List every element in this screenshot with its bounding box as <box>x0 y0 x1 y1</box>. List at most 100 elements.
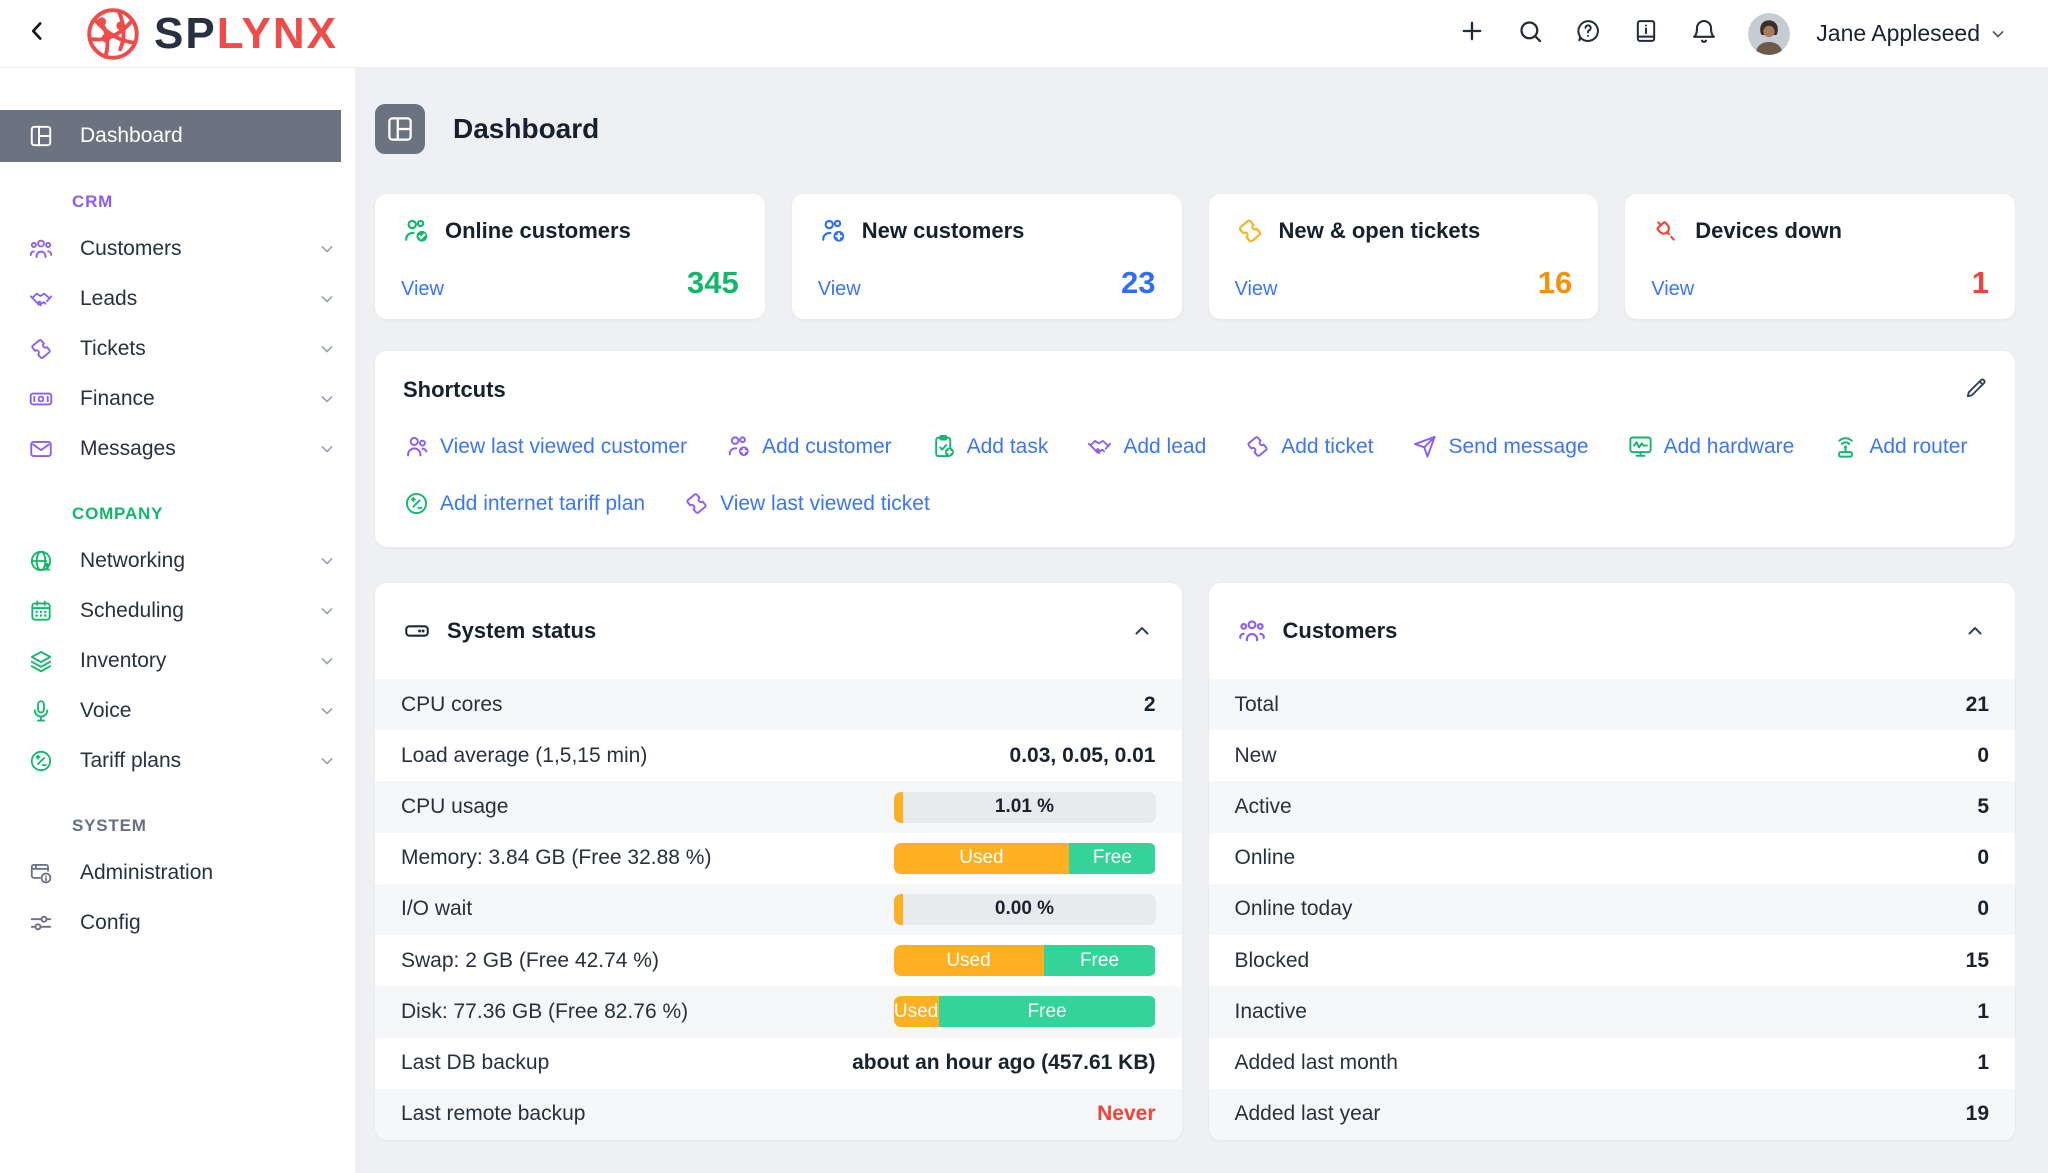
page-header: Dashboard <box>375 104 2015 154</box>
bar-free-segment: Free <box>1043 945 1156 977</box>
bar-used-segment: Used <box>893 842 1070 874</box>
sidebar-item-config[interactable]: Config <box>0 898 355 948</box>
percent-circle-icon <box>27 748 55 774</box>
system-status-row: Load average (1,5,15 min) 0.03, 0.05, 0.0… <box>375 730 1182 781</box>
sidebar-item-networking[interactable]: Networking <box>0 536 355 586</box>
avatar[interactable] <box>1748 12 1791 55</box>
system-status-panel: System status CPU cores 2 Load average (1,… <box>375 583 1182 1140</box>
row-label: Last DB backup <box>401 1051 550 1075</box>
shortcuts-row: Add internet tariff plan View last viewed… <box>403 490 1987 517</box>
customers-row: Inactive 1 <box>1208 986 2015 1038</box>
chip-icon <box>403 617 431 645</box>
row-value: 1 <box>1977 1051 1989 1075</box>
shortcut-view-last-viewed-customer[interactable]: View last viewed customer <box>403 433 687 460</box>
chevron-down-icon <box>317 439 337 459</box>
chevron-left-icon <box>22 16 52 51</box>
stat-card-title: Devices down <box>1695 218 1842 243</box>
sliders-icon <box>27 910 55 936</box>
sidebar-section-system: SYSTEM <box>72 816 147 835</box>
system-status-row: I/O wait 0.00 % <box>375 883 1182 936</box>
sidebar-item-voice[interactable]: Voice <box>0 686 355 736</box>
shortcut-label: Add internet tariff plan <box>440 491 646 515</box>
help-button[interactable] <box>1566 12 1610 56</box>
shortcut-send-message[interactable]: Send message <box>1411 433 1589 460</box>
users-icon <box>1237 616 1267 646</box>
search-button[interactable] <box>1508 12 1552 56</box>
sidebar-item-inventory[interactable]: Inventory <box>0 636 355 686</box>
sidebar-item-messages[interactable]: Messages <box>0 424 355 474</box>
row-label: New <box>1234 743 1277 767</box>
used-free-bar: Used Free <box>893 996 1156 1028</box>
collapse-button[interactable] <box>1963 619 1987 643</box>
users-icon <box>27 236 55 262</box>
chevron-down-icon <box>317 601 337 621</box>
sidebar-item-administration[interactable]: Administration <box>0 848 355 898</box>
shortcut-add-hardware[interactable]: Add hardware <box>1627 433 1794 460</box>
notifications-button[interactable] <box>1682 12 1726 56</box>
stat-card-title: New customers <box>861 218 1025 243</box>
bar-used-segment: Used <box>893 996 939 1028</box>
shortcut-add-ticket[interactable]: Add ticket <box>1244 433 1373 460</box>
row-value: 5 <box>1977 795 1989 819</box>
add-button[interactable] <box>1450 12 1494 56</box>
monitor-pulse-icon <box>1627 433 1654 460</box>
row-label: CPU cores <box>401 692 503 716</box>
row-value: Never <box>1097 1102 1156 1126</box>
sidebar-item-label: Scheduling <box>80 599 184 622</box>
stat-card-header: New & open tickets <box>1235 216 1573 246</box>
row-label: Swap: 2 GB (Free 42.74 %) <box>401 948 659 972</box>
sidebar-item-leads[interactable]: Leads <box>0 274 355 324</box>
stat-card-devices-down: Devices down View 1 <box>1625 194 2015 319</box>
plus-icon <box>1458 17 1486 50</box>
view-link[interactable]: View <box>1651 278 1695 300</box>
user-check-badge-icon <box>401 216 431 246</box>
shortcut-label: Add task <box>966 434 1049 458</box>
view-link[interactable]: View <box>401 278 444 300</box>
brand-logo[interactable]: SPLYNX <box>82 3 338 65</box>
shortcut-add-internet-tariff-plan[interactable]: Add internet tariff plan <box>403 490 645 517</box>
sidebar-section-company: COMPANY <box>72 504 164 523</box>
row-label: Added last year <box>1234 1102 1381 1126</box>
row-value: 21 <box>1965 692 1989 716</box>
back-button[interactable] <box>14 11 60 57</box>
manual-button[interactable] <box>1624 12 1668 56</box>
admin-card-icon <box>27 860 55 886</box>
shortcut-add-task[interactable]: Add task <box>930 433 1049 460</box>
row-value: about an hour ago (457.61 KB) <box>852 1051 1156 1075</box>
sidebar-item-finance[interactable]: Finance <box>0 374 355 424</box>
customers-row: New 0 <box>1209 730 2016 781</box>
collapse-button[interactable] <box>1130 619 1154 643</box>
splynx-globe-icon <box>82 3 144 65</box>
view-link[interactable]: View <box>1234 278 1278 300</box>
shortcut-view-last-viewed-ticket[interactable]: View last viewed ticket <box>683 490 930 517</box>
sidebar-item-tickets[interactable]: Tickets <box>0 324 355 374</box>
ticket-icon <box>1235 216 1265 246</box>
usage-meter: 1.01 % <box>893 791 1156 823</box>
shortcut-label: Add router <box>1869 434 1968 458</box>
ticket-icon <box>683 490 710 517</box>
shortcut-add-lead[interactable]: Add lead <box>1086 433 1206 460</box>
row-value: 15 <box>1965 948 1989 972</box>
layers-icon <box>27 648 55 674</box>
sidebar-item-label: Voice <box>80 699 132 722</box>
system-status-header: System status <box>375 583 1182 679</box>
row-value: 0 <box>1977 743 1989 767</box>
user-menu[interactable]: Jane Appleseed <box>1816 20 2008 47</box>
sidebar-item-tariff-plans[interactable]: Tariff plans <box>0 736 355 786</box>
system-status-title: System status <box>447 618 597 643</box>
row-label: Disk: 77.36 GB (Free 82.76 %) <box>401 999 689 1023</box>
chevron-down-icon <box>317 389 337 409</box>
stat-card-footer: View 16 <box>1235 265 1573 301</box>
user-name-label: Jane Appleseed <box>1816 20 1980 46</box>
sidebar-item-customers[interactable]: Customers <box>0 224 355 274</box>
shortcut-add-router[interactable]: Add router <box>1832 433 1967 460</box>
used-free-bar: Used Free <box>893 945 1156 977</box>
view-link[interactable]: View <box>817 278 861 300</box>
main-content: Dashboard Online customers View 345 New cus… <box>355 68 2048 1173</box>
sidebar-item-scheduling[interactable]: Scheduling <box>0 586 355 636</box>
sidebar-item-label: Messages <box>80 437 176 460</box>
edit-shortcuts-button[interactable] <box>1963 375 1989 406</box>
shortcut-label: View last viewed ticket <box>720 491 930 515</box>
shortcut-add-customer[interactable]: Add customer <box>725 433 892 460</box>
sidebar-item-dashboard[interactable]: Dashboard <box>0 110 341 162</box>
